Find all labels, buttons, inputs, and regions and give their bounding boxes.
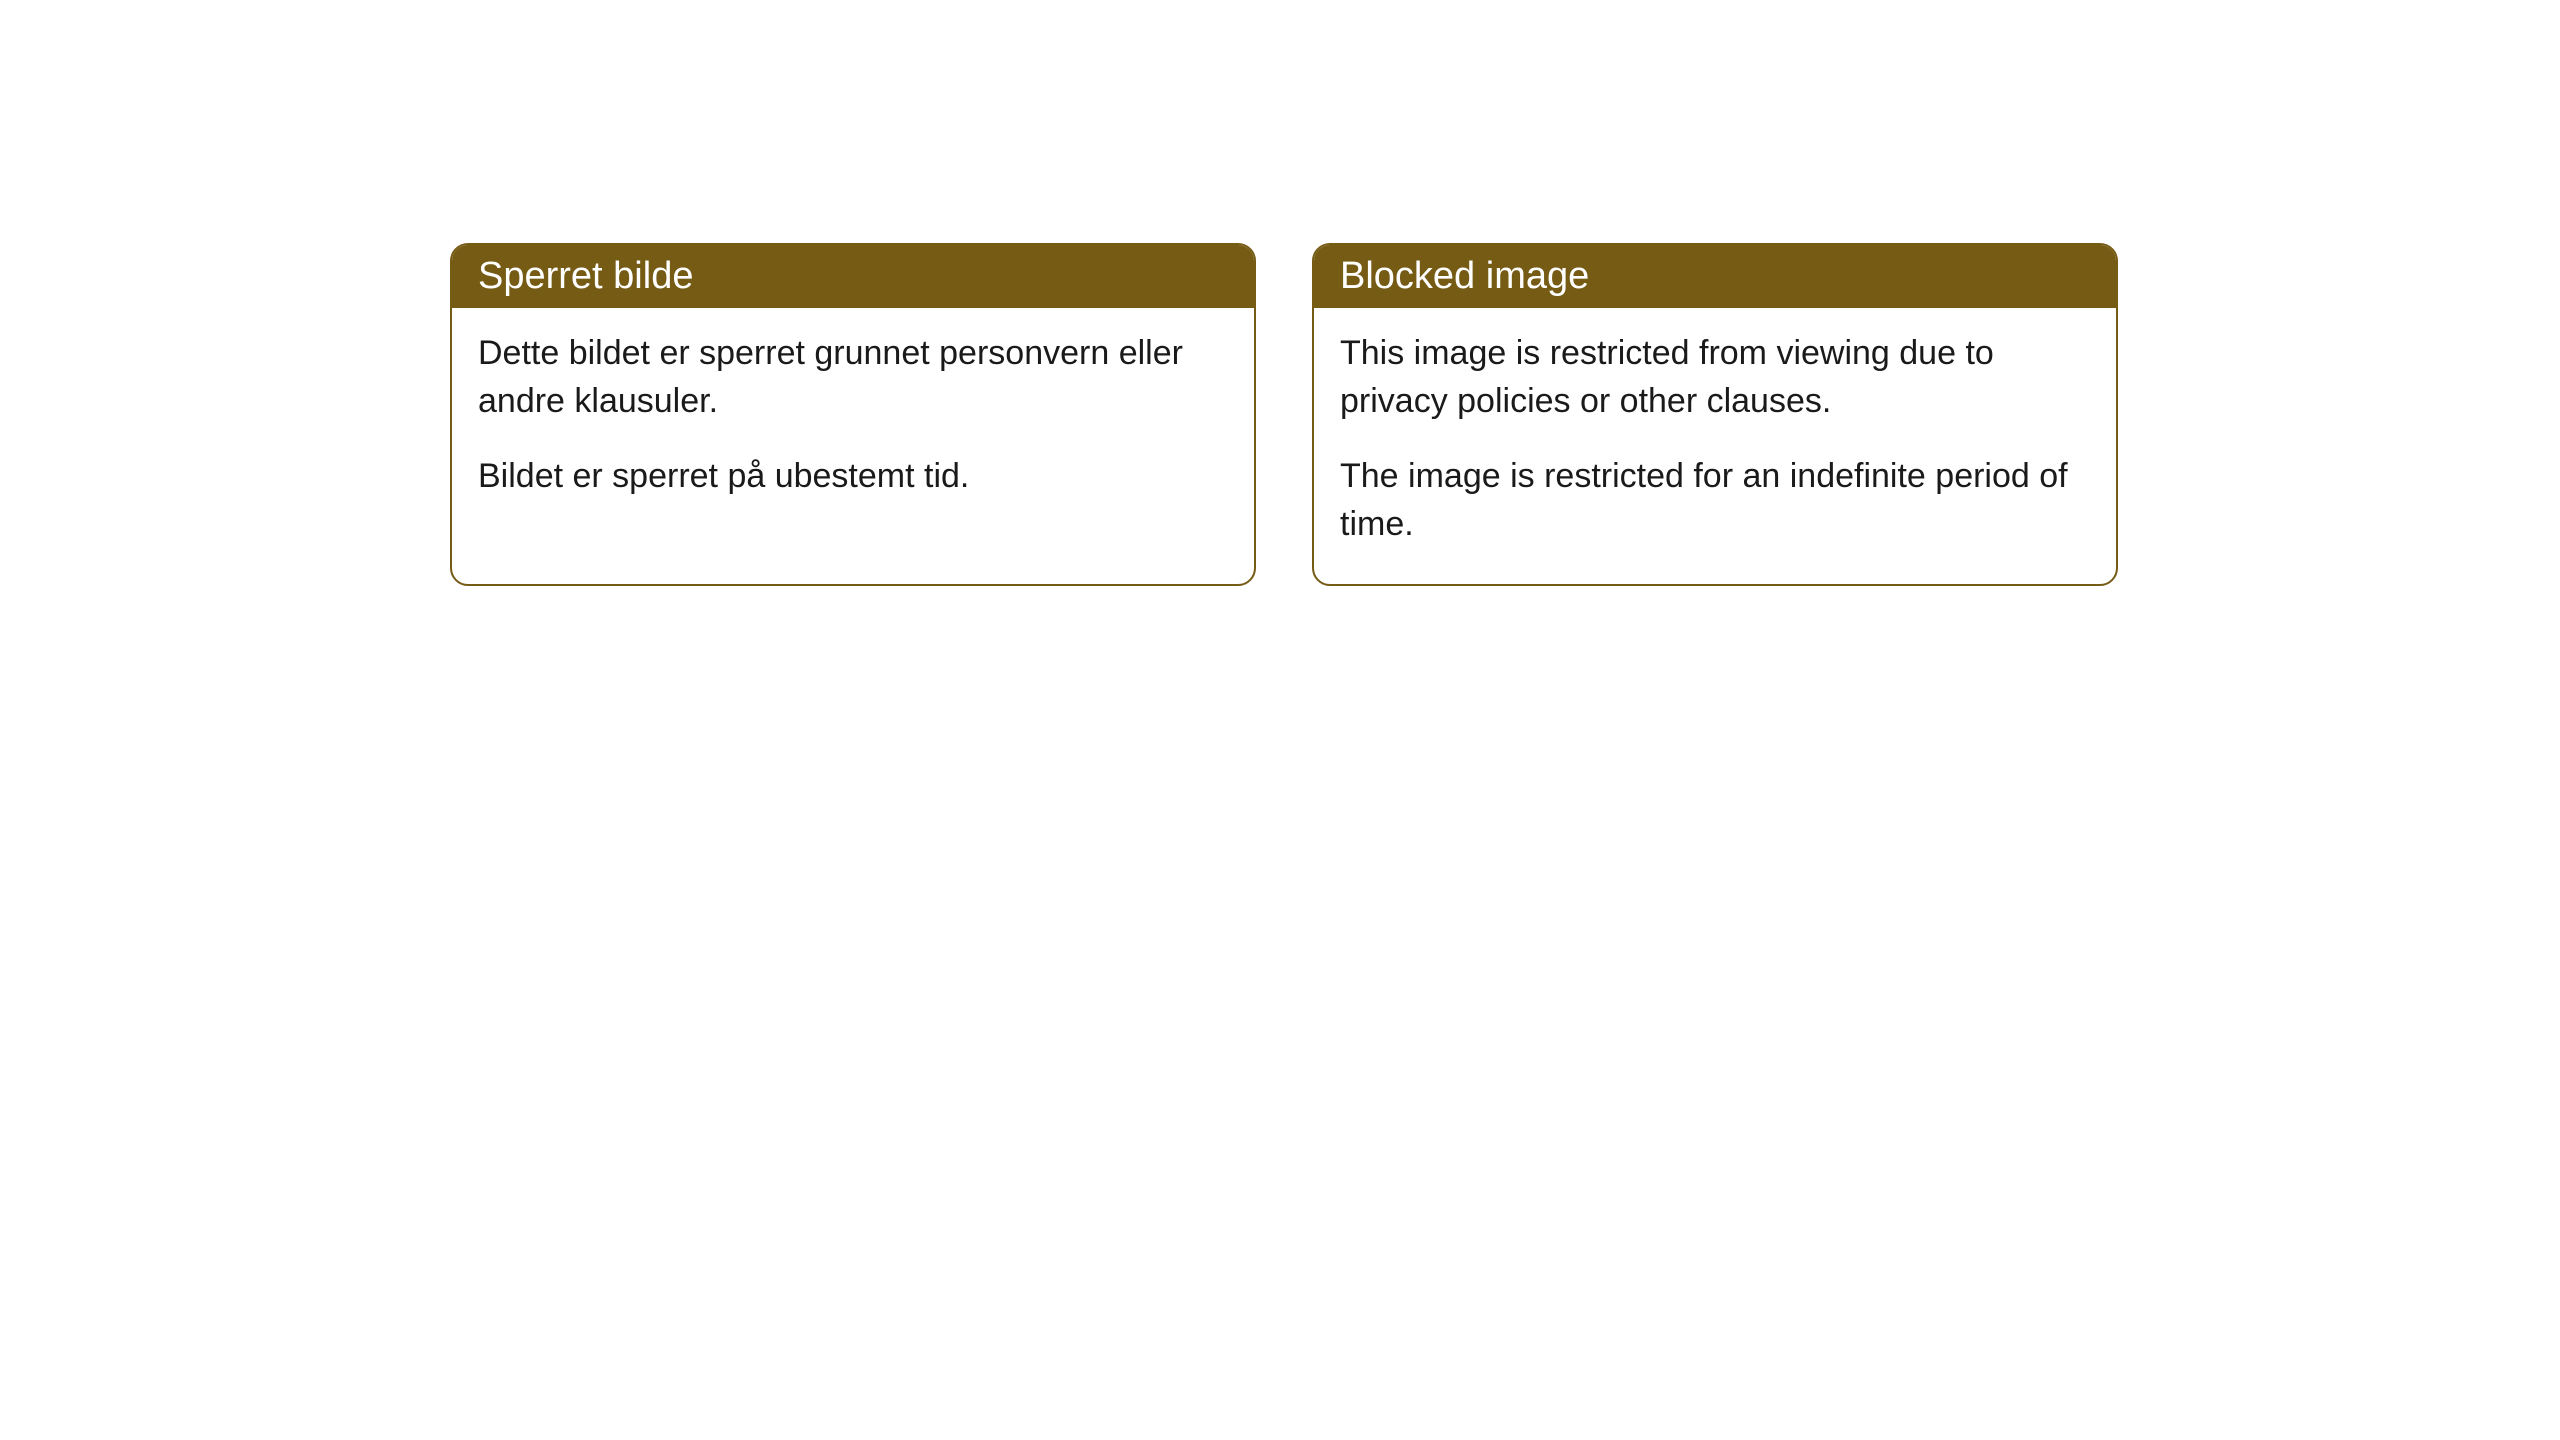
card-title: Sperret bilde [478,255,693,297]
card-header: Sperret bilde [452,245,1254,308]
card-header: Blocked image [1314,245,2116,308]
card-paragraph: The image is restricted for an indefinit… [1340,453,2090,548]
card-paragraph: Dette bildet er sperret grunnet personve… [478,330,1228,425]
card-body: This image is restricted from viewing du… [1314,308,2116,584]
card-paragraph: This image is restricted from viewing du… [1340,330,2090,425]
card-paragraph: Bildet er sperret på ubestemt tid. [478,453,1228,501]
card-body: Dette bildet er sperret grunnet personve… [452,308,1254,537]
notice-card-norwegian: Sperret bilde Dette bildet er sperret gr… [450,243,1256,586]
card-title: Blocked image [1340,255,1589,297]
notice-cards-container: Sperret bilde Dette bildet er sperret gr… [450,243,2118,586]
notice-card-english: Blocked image This image is restricted f… [1312,243,2118,586]
